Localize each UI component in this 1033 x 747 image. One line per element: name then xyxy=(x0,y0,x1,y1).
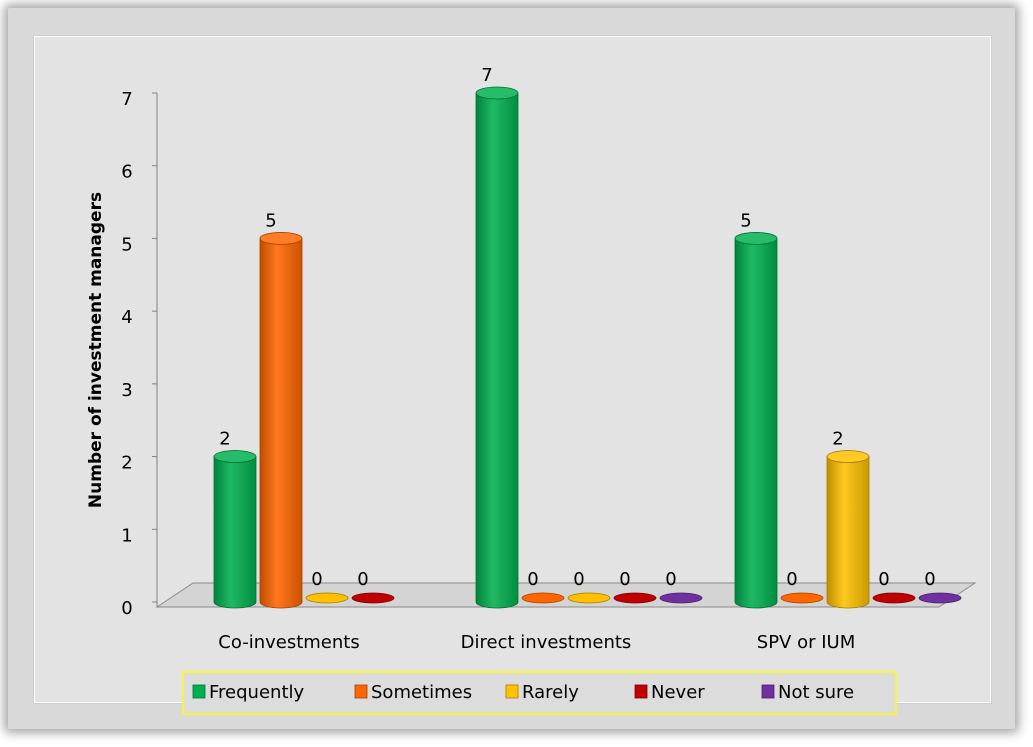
bar-never xyxy=(872,592,916,604)
legend-swatch xyxy=(354,684,368,699)
category-label: Direct investments xyxy=(461,632,632,653)
data-label: 0 xyxy=(619,569,630,590)
y-axis-title: Number of investment managers xyxy=(86,192,106,508)
data-label: 0 xyxy=(924,569,935,590)
x-axis: Co-investments Direct investments SPV or I… xyxy=(218,632,855,653)
legend-label: Sometimes xyxy=(371,682,472,703)
legend-item: Never xyxy=(634,682,705,703)
legend-item: Sometimes xyxy=(354,682,472,703)
data-label: 0 xyxy=(573,569,584,590)
bar-rarely xyxy=(826,450,870,609)
y-tick-label: 1 xyxy=(121,525,132,546)
data-label: 2 xyxy=(219,429,230,450)
y-tick-label: 5 xyxy=(121,234,132,255)
legend-label: Not sure xyxy=(778,682,854,703)
data-labels: 2 5 0 0 7 0 0 0 0 5 0 2 0 0 xyxy=(219,65,935,590)
y-tick-label: 0 xyxy=(121,598,132,619)
legend-swatch xyxy=(192,684,206,699)
legend: Frequently Sometimes Rarely Never Not sure xyxy=(182,671,897,715)
y-tick-label: 6 xyxy=(121,162,132,183)
legend-label: Rarely xyxy=(522,682,579,703)
data-label: 5 xyxy=(740,210,751,231)
data-label: 0 xyxy=(311,569,322,590)
legend-swatch xyxy=(505,684,519,699)
data-label: 7 xyxy=(481,65,492,86)
legend-item: Frequently xyxy=(192,682,304,703)
category-label: SPV or IUM xyxy=(757,632,855,653)
bar-sometimes xyxy=(780,592,824,604)
y-tick-label: 2 xyxy=(121,453,132,474)
data-label: 0 xyxy=(527,569,538,590)
bar-rarely xyxy=(567,592,611,604)
bars xyxy=(213,86,962,609)
bar-frequently xyxy=(475,86,519,609)
legend-item: Rarely xyxy=(505,682,579,703)
legend-label: Never xyxy=(651,682,705,703)
legend-swatch xyxy=(634,684,648,699)
legend-item: Not sure xyxy=(761,682,854,703)
legend-box xyxy=(182,671,897,715)
data-label: 0 xyxy=(665,569,676,590)
y-tick-label: 7 xyxy=(121,89,132,110)
bar-frequently xyxy=(213,450,257,609)
legend-label: Frequently xyxy=(209,682,304,703)
bar-rarely xyxy=(305,592,349,604)
bar-never xyxy=(613,592,657,604)
data-label: 0 xyxy=(786,569,797,590)
bar-frequently xyxy=(734,232,778,609)
legend-swatch xyxy=(761,684,775,699)
bar-sometimes xyxy=(259,232,303,609)
data-label: 2 xyxy=(832,429,843,450)
y-axis: 0 1 2 3 4 5 6 7 xyxy=(121,89,158,619)
category-label: Co-investments xyxy=(218,632,359,653)
bar-not-sure xyxy=(659,592,703,604)
data-label: 0 xyxy=(878,569,889,590)
bar-not-sure xyxy=(918,592,962,604)
bar-sometimes xyxy=(521,592,565,604)
bar-never xyxy=(351,592,395,604)
y-tick-label: 4 xyxy=(121,307,132,328)
y-tick-label: 3 xyxy=(121,380,132,401)
data-label: 5 xyxy=(265,210,276,231)
data-label: 0 xyxy=(357,569,368,590)
